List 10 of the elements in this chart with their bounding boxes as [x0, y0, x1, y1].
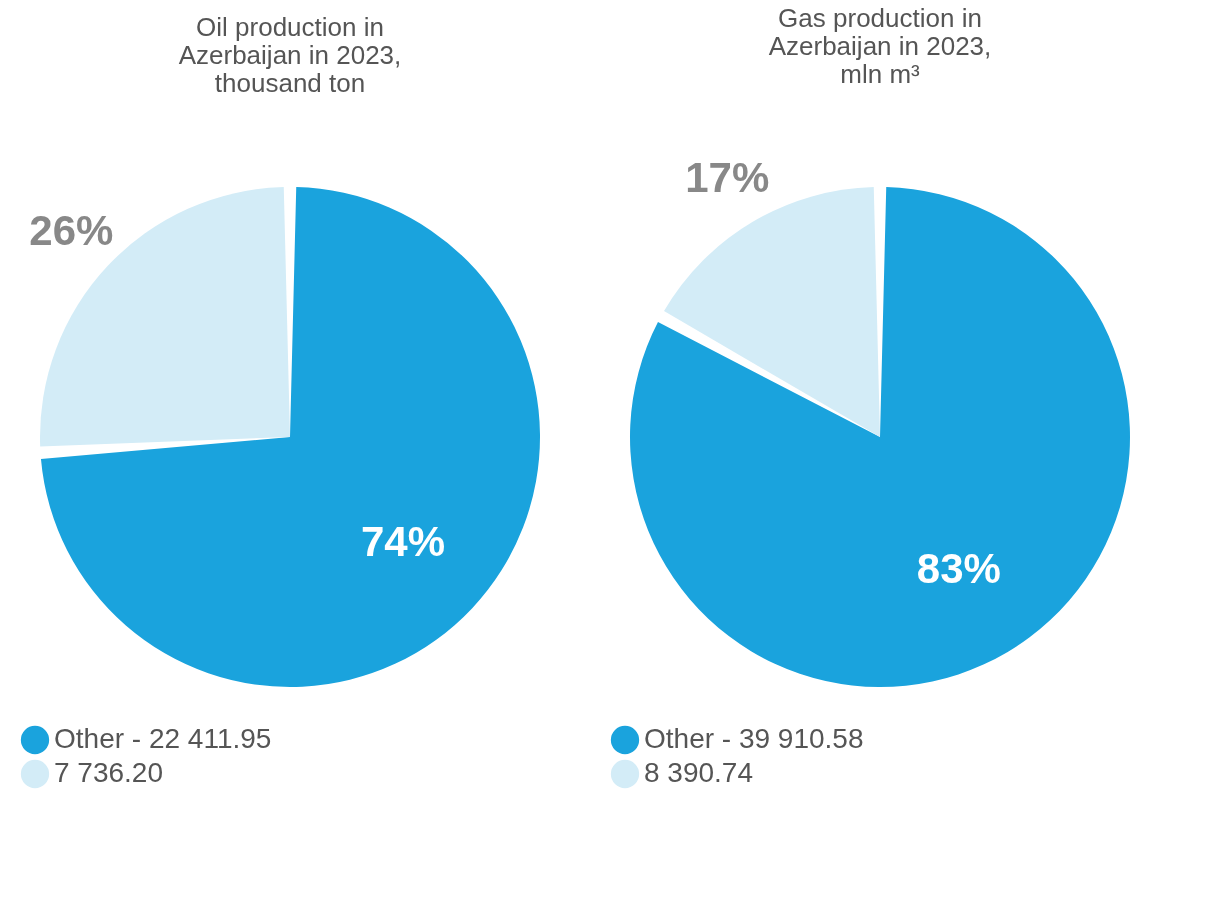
data-label: 83%	[916, 545, 1001, 593]
legend-label: Other - 39 910.58	[644, 723, 864, 754]
legend-label: Other - 22 411.95	[54, 723, 272, 754]
data-label: 17%	[685, 153, 770, 201]
legend-label: 7 736.20	[54, 757, 163, 788]
data-label: 74%	[360, 518, 446, 566]
legend-label: 8 390.74	[644, 757, 753, 788]
chart-title: Oil production in Azerbaijan in 2023, thousand ton	[178, 12, 402, 98]
data-label: 26%	[29, 206, 114, 254]
chart-title: Gas production in Azerbaijan in 2023, mln m³	[768, 2, 992, 89]
